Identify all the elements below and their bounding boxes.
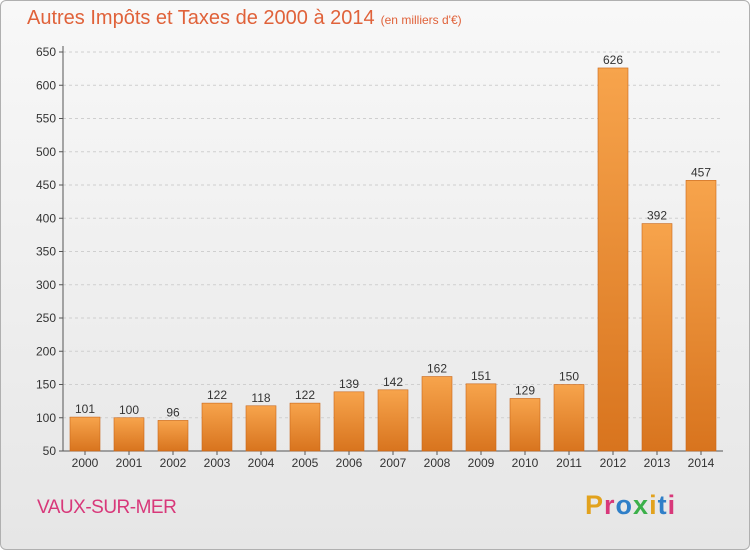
data-label-2002: 96 — [166, 405, 180, 419]
data-label-2007: 142 — [383, 375, 403, 389]
bar-2004 — [245, 405, 277, 452]
bar-2000 — [69, 416, 101, 452]
data-label-2005: 122 — [295, 388, 315, 402]
logo-letter: i — [667, 490, 677, 520]
bar-2008 — [421, 376, 453, 452]
bar-2001 — [113, 417, 145, 452]
data-label-2004: 118 — [251, 391, 270, 405]
bar-2002 — [157, 420, 189, 452]
data-label-2010: 129 — [515, 383, 535, 397]
y-tick-label: 300 — [36, 278, 56, 292]
y-tick-label: 600 — [36, 78, 56, 92]
data-label-2011: 150 — [559, 370, 579, 384]
x-tick-label-2003: 2003 — [204, 456, 231, 470]
y-tick-label: 450 — [36, 178, 56, 192]
x-tick-label-2014: 2014 — [688, 456, 715, 470]
bar-2005 — [289, 402, 321, 452]
logo-letter: t — [657, 490, 668, 520]
data-label-2006: 139 — [339, 377, 359, 391]
y-tick-label: 50 — [43, 444, 57, 458]
data-label-2001: 100 — [119, 403, 139, 417]
bar-2003 — [201, 402, 233, 452]
bar-2007 — [377, 389, 409, 452]
x-tick-label-2005: 2005 — [292, 456, 319, 470]
y-tick-label: 400 — [36, 211, 56, 225]
y-tick-label: 200 — [36, 344, 56, 358]
bar-2012 — [597, 67, 629, 452]
bar-2010 — [509, 398, 541, 452]
data-label-2013: 392 — [647, 209, 667, 223]
y-tick-label: 550 — [36, 112, 56, 126]
logo-letter: P — [585, 490, 605, 520]
location-name: VAUX-SUR-MER — [37, 497, 177, 518]
y-tick-label: 250 — [36, 311, 56, 325]
x-tick-label-2011: 2011 — [556, 456, 582, 470]
y-tick-label: 100 — [36, 411, 56, 425]
data-label-2000: 101 — [75, 402, 95, 416]
x-tick-label-2007: 2007 — [380, 456, 407, 470]
x-tick-label-2006: 2006 — [336, 456, 363, 470]
bar-2011 — [553, 384, 585, 452]
x-tick-label-2013: 2013 — [644, 456, 671, 470]
y-tick-label: 150 — [36, 378, 56, 392]
bar-2009 — [465, 383, 497, 452]
y-tick-label: 650 — [36, 45, 56, 59]
bar-2013 — [641, 223, 673, 452]
data-label-2008: 162 — [427, 362, 447, 376]
logo-letter: x — [633, 490, 650, 520]
bar-2006 — [333, 391, 365, 452]
logo-letter: i — [649, 490, 658, 520]
data-label-2009: 151 — [471, 369, 491, 383]
x-tick-label-2004: 2004 — [248, 456, 275, 470]
logo-letter: r — [604, 490, 616, 520]
chart-title: Autres Impôts et Taxes de 2000 à 2014 (en… — [27, 7, 462, 30]
x-tick-label-2008: 2008 — [424, 456, 451, 470]
bar-2014 — [685, 180, 717, 452]
x-tick-label-2000: 2000 — [72, 456, 99, 470]
chart-unit: (en milliers d'€) — [380, 13, 462, 27]
data-label-2003: 122 — [207, 388, 227, 402]
x-tick-label-2009: 2009 — [468, 456, 495, 470]
logo-letter: o — [615, 490, 634, 520]
x-tick-label-2010: 2010 — [512, 456, 539, 470]
data-label-2012: 626 — [603, 53, 623, 67]
x-tick-label-2002: 2002 — [160, 456, 187, 470]
chart-title-text: Autres Impôts et Taxes de 2000 à 2014 — [27, 7, 375, 29]
y-tick-label: 350 — [36, 245, 56, 259]
x-tick-label-2012: 2012 — [600, 456, 627, 470]
proxiti-logo: Proxiti — [585, 490, 676, 521]
x-tick-label-2001: 2001 — [116, 456, 143, 470]
y-tick-label: 500 — [36, 145, 56, 159]
data-label-2014: 457 — [691, 165, 711, 179]
